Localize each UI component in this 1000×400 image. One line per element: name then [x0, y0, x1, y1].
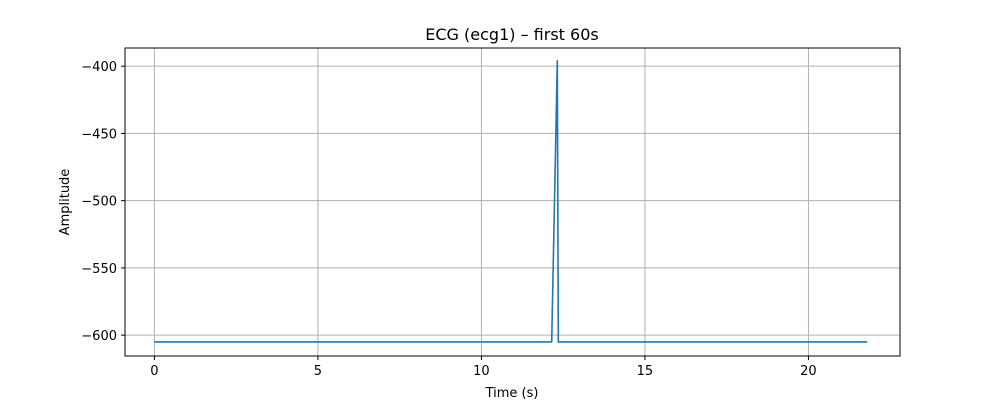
x-tick-label: 5: [314, 364, 322, 379]
y-tick-label: −600: [81, 329, 117, 344]
x-tick-label: 0: [150, 364, 158, 379]
plot-area-background: [125, 48, 900, 356]
y-axis-label: Amplitude: [58, 169, 73, 236]
chart-title: ECG (ecg1) – first 60s: [425, 25, 598, 44]
plot-frame: [124, 47, 901, 357]
x-tick-label: 20: [800, 364, 817, 379]
x-tick-label: 10: [473, 364, 490, 379]
y-tick-label: −400: [81, 60, 117, 75]
y-tick-label: −500: [81, 195, 117, 210]
series-layer: [154, 59, 868, 343]
grid-lines: [125, 48, 900, 356]
y-axis-ticks: −600 −550 −500 −450 −400: [81, 60, 125, 344]
y-tick-label: −450: [81, 127, 117, 142]
y-tick-label: −550: [81, 262, 117, 277]
x-axis-ticks: 0 5 10 15 20: [150, 356, 817, 379]
ecg-series-line: [154, 59, 868, 343]
x-axis-label: Time (s): [485, 386, 539, 400]
x-tick-label: 15: [637, 364, 654, 379]
